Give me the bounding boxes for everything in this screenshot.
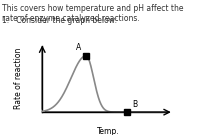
- Text: This covers how temperature and pH affect the rate of enzyme catalyzed reactions: This covers how temperature and pH affec…: [2, 4, 184, 23]
- Text: B: B: [132, 100, 137, 109]
- Text: Rate of reaction: Rate of reaction: [14, 48, 23, 109]
- Text: A: A: [76, 43, 81, 52]
- Text: Temp.: Temp.: [97, 127, 119, 135]
- Text: 1.   Consider the graph below:: 1. Consider the graph below:: [2, 16, 117, 25]
